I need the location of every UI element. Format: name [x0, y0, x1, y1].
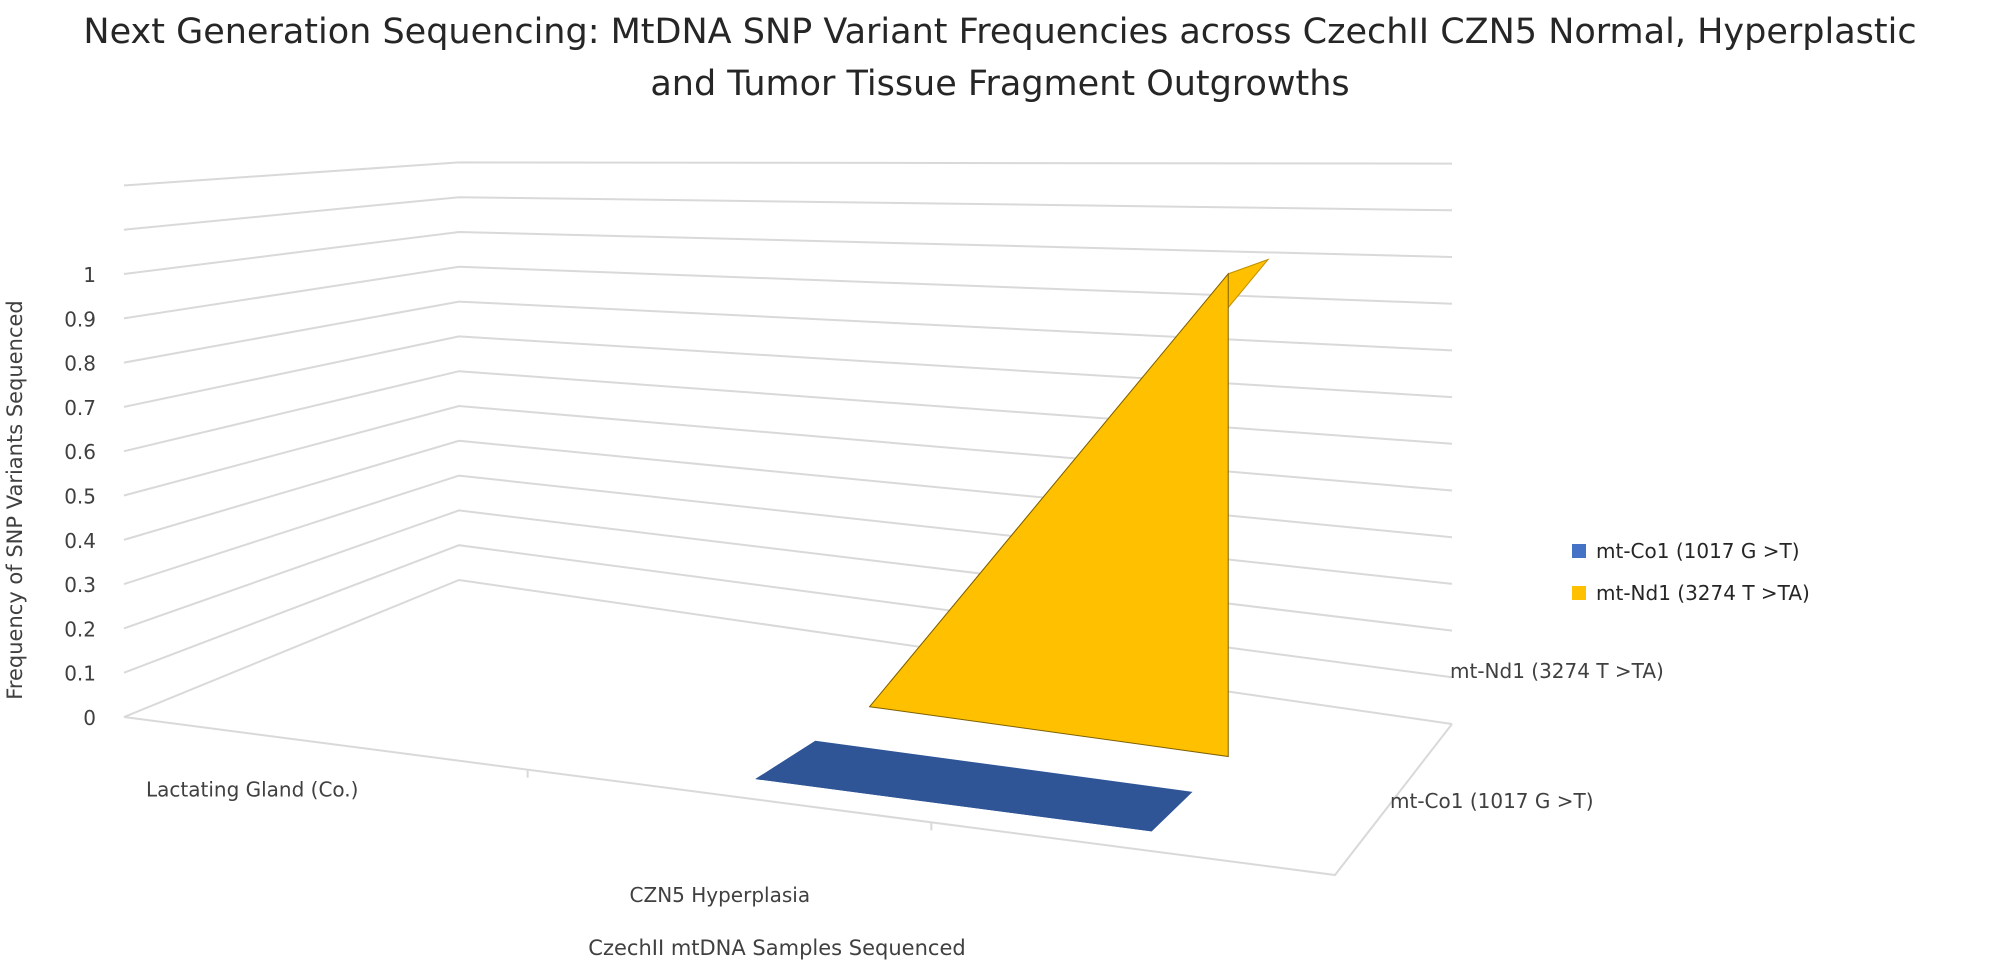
gridline [123, 161, 1453, 187]
gridline [123, 578, 1453, 725]
gridline [123, 439, 1453, 541]
y-tick-label: 0.2 [64, 617, 96, 641]
legend-label-nd1: mt-Nd1 (3274 T >TA) [1596, 581, 1810, 605]
y-tick-label: 0.8 [64, 352, 96, 376]
x-axis-title: CzechII mtDNA Samples Sequenced [588, 936, 965, 960]
y-axis-title: Frequency of SNP Variants Sequenced [3, 300, 27, 699]
gridline [123, 474, 1453, 586]
legend-item-nd1: mt-Nd1 (3274 T >TA) [1572, 572, 1810, 614]
y-tick-label: 1 [83, 263, 96, 287]
area-front-0 [756, 778, 1152, 832]
y-tick-label: 0.4 [64, 529, 96, 553]
y-tick-label: 0 [83, 706, 96, 730]
y-tick-label: 0.9 [64, 307, 96, 331]
x-tick-label: CZN5 Hyperplasia [630, 883, 811, 907]
gridline [123, 370, 1453, 453]
area-front-1 [868, 272, 1229, 758]
chart-title: Next Generation Sequencing: MtDNA SNP Va… [0, 6, 2000, 110]
gridline [123, 265, 1453, 320]
gridline [123, 544, 1453, 679]
legend-swatch-co1 [1572, 544, 1586, 558]
title-line-2: and Tumor Tissue Fragment Outgrowths [650, 64, 1350, 104]
y-tick-label: 0.5 [64, 485, 96, 509]
depth-label: mt-Co1 (1017 G >T) [1390, 789, 1594, 813]
legend-label-co1: mt-Co1 (1017 G >T) [1596, 539, 1800, 563]
area-top-0 [755, 740, 1193, 832]
gridline [123, 196, 1453, 231]
gridline [123, 404, 1453, 497]
y-tick-label: 0.1 [64, 662, 96, 686]
x-tick-label: Lactating Gland (Co.) [146, 777, 358, 801]
legend-swatch-nd1 [1572, 586, 1586, 600]
legend: mt-Co1 (1017 G >T) mt-Nd1 (3274 T >TA) [1572, 530, 1810, 614]
y-tick-label: 0.3 [64, 573, 96, 597]
legend-item-co1: mt-Co1 (1017 G >T) [1572, 530, 1810, 572]
y-tick-label: 0.7 [64, 396, 96, 420]
gridline [123, 335, 1453, 408]
title-line-1: Next Generation Sequencing: MtDNA SNP Va… [83, 12, 1917, 52]
gridline [123, 509, 1453, 632]
depth-label: mt-Nd1 (3274 T >TA) [1450, 659, 1664, 683]
gridline [123, 300, 1453, 364]
gridline [123, 230, 1453, 275]
y-tick-label: 0.6 [64, 440, 96, 464]
